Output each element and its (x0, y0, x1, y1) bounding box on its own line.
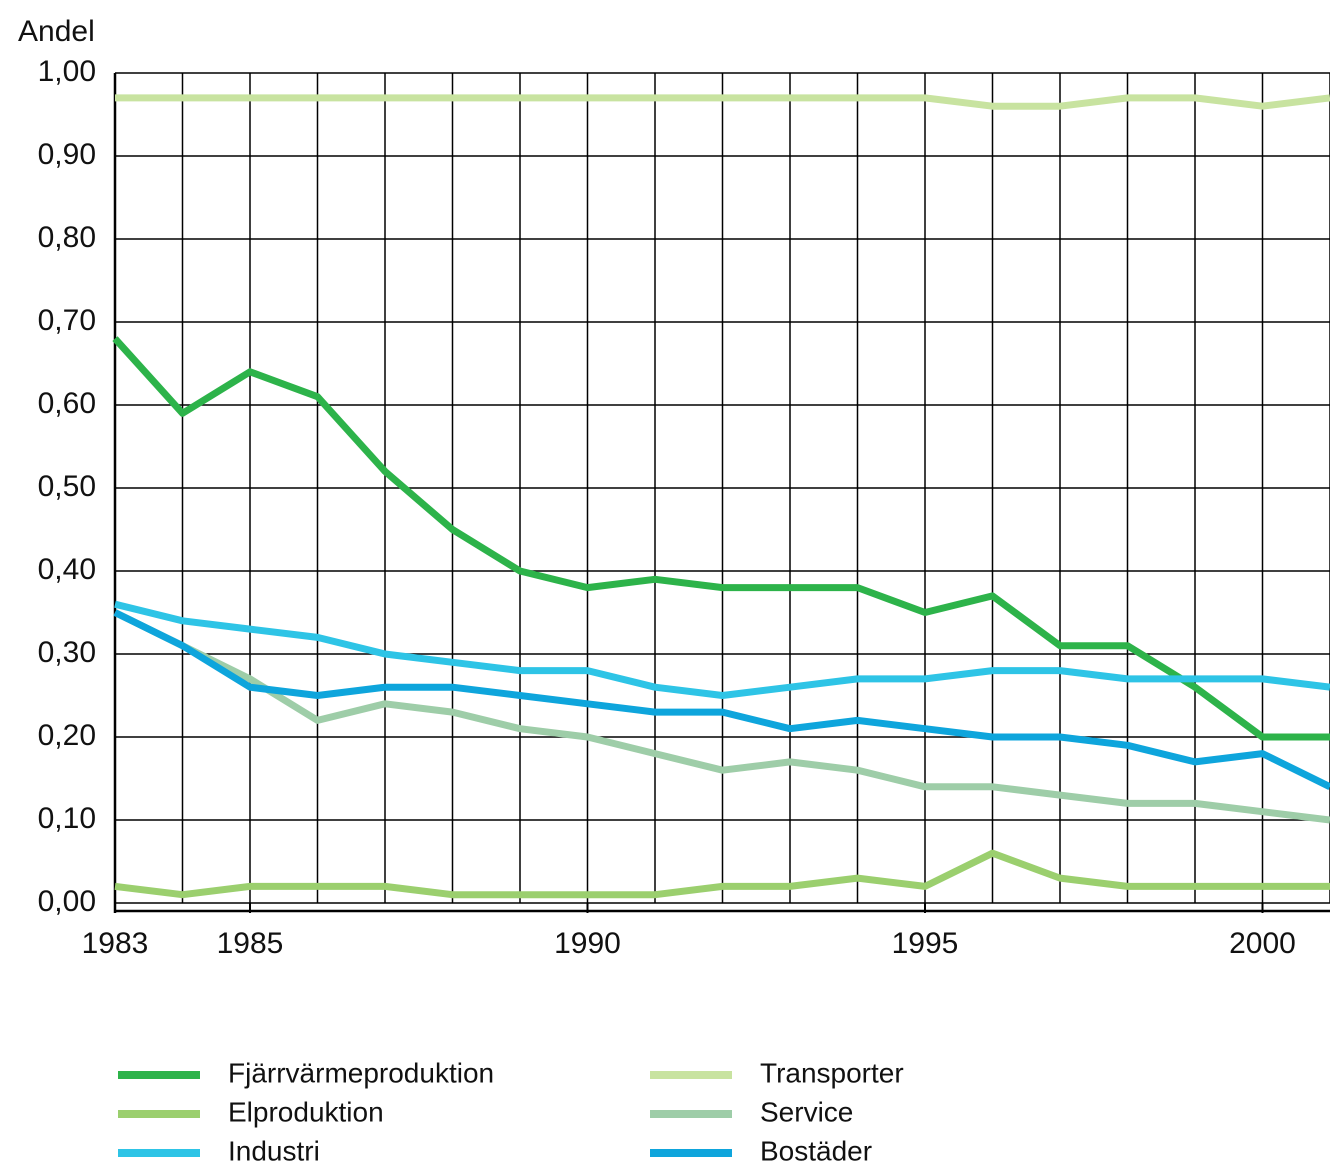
y-tick-label: 0,40 (38, 553, 96, 586)
legend-label: Elproduktion (228, 1096, 384, 1127)
series-line (113, 609, 1330, 824)
y-axis-label: Andel (18, 15, 95, 48)
series-line (115, 94, 1330, 110)
y-tick-label: 0,60 (38, 387, 96, 420)
x-tick-label: 1985 (217, 927, 284, 960)
legend-label: Bostäder (760, 1135, 872, 1166)
y-tick-label: 0,20 (38, 719, 96, 752)
y-tick-label: 0,70 (38, 304, 96, 337)
series-line (114, 849, 1330, 899)
legend-label: Service (760, 1096, 853, 1127)
legend-label: Transporter (760, 1057, 904, 1088)
y-tick-label: 0,00 (38, 885, 96, 918)
legend-label: Fjärrvärmeproduktion (228, 1057, 494, 1088)
y-tick-label: 0,90 (38, 138, 96, 171)
series-line (114, 600, 1330, 699)
series-line (112, 336, 1330, 741)
x-tick-label: 1983 (82, 927, 149, 960)
series-line (113, 609, 1330, 790)
y-tick-label: 1,00 (38, 55, 96, 88)
y-tick-label: 0,10 (38, 802, 96, 835)
y-tick-label: 0,50 (38, 470, 96, 503)
y-tick-label: 0,80 (38, 221, 96, 254)
y-tick-label: 0,30 (38, 636, 96, 669)
x-tick-label: 1990 (554, 927, 621, 960)
x-tick-label: 2000 (1229, 927, 1296, 960)
x-tick-label: 1995 (892, 927, 959, 960)
legend-label: Industri (228, 1135, 320, 1166)
